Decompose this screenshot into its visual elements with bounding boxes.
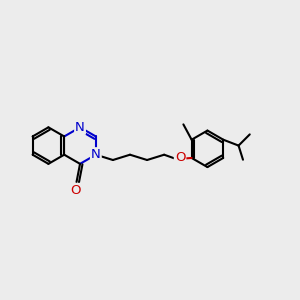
Text: N: N [91, 148, 101, 161]
Text: O: O [175, 152, 185, 164]
Text: O: O [70, 184, 81, 197]
Text: N: N [75, 121, 85, 134]
